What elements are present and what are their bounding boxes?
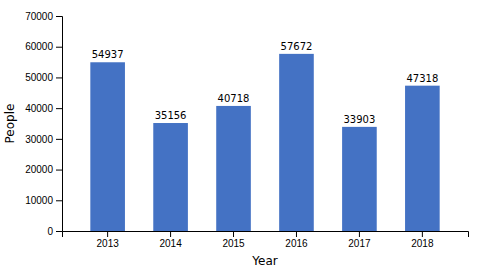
y-tick: 30000 (25, 134, 62, 145)
y-tick: 50000 (25, 72, 62, 83)
y-tick-mark (56, 200, 62, 201)
x-axis-title: Year (251, 254, 277, 268)
y-tick-mark (56, 47, 62, 48)
y-axis-title: People (3, 104, 17, 144)
x-tick-mark (107, 231, 108, 237)
x-tick-label: 2013 (97, 238, 120, 249)
x-tick: 2015 (222, 231, 245, 249)
y-tick-label: 30000 (25, 134, 53, 145)
chart: 0 10000 20000 30000 40000 50000 60000 70000 2013… (0, 0, 480, 271)
plot: 0 10000 20000 30000 40000 50000 60000 70000 2013… (25, 11, 468, 249)
y-tick-mark (56, 170, 62, 171)
y-tick-mark (56, 108, 62, 109)
y-tick-label: 50000 (25, 72, 53, 83)
y-tick-mark (56, 139, 62, 140)
y-tick-label: 0 (47, 226, 53, 237)
x-tick: 2018 (411, 231, 434, 249)
y-tick: 60000 (25, 41, 62, 52)
x-tick-label: 2016 (285, 238, 308, 249)
bar (216, 106, 251, 231)
x-tick: 2017 (348, 231, 371, 249)
y-tick: 10000 (25, 195, 62, 206)
y-tick: 40000 (25, 103, 62, 114)
y-tick-mark (56, 77, 62, 78)
bar (153, 123, 188, 231)
x-tick-mark (296, 231, 297, 237)
bar (279, 54, 314, 231)
y-tick-mark (56, 16, 62, 17)
x-tick-label: 2014 (159, 238, 182, 249)
y-tick-mark (56, 231, 62, 232)
x-tick: 2016 (285, 231, 308, 249)
data-label: 47318 (406, 73, 438, 84)
x-tick-label: 2018 (411, 238, 434, 249)
x-axis-line (63, 232, 469, 238)
y-tick-label: 40000 (25, 103, 53, 114)
x-tick-mark (233, 231, 234, 237)
y-tick-label: 10000 (25, 195, 53, 206)
y-tick-label: 70000 (25, 11, 53, 22)
data-label: 54937 (92, 49, 124, 60)
y-tick-label: 60000 (25, 41, 53, 52)
data-labels: 54937 35156 40718 57672 33903 47318 (92, 41, 439, 125)
y-tick: 0 (47, 226, 62, 237)
y-axis-line (56, 17, 63, 232)
data-label: 33903 (344, 114, 376, 125)
x-tick-label: 2015 (222, 238, 245, 249)
y-tick-label: 20000 (25, 164, 53, 175)
data-label: 57672 (281, 41, 313, 52)
data-label: 40718 (218, 93, 250, 104)
y-tick: 20000 (25, 164, 62, 175)
bars (90, 54, 439, 231)
y-axis: 0 10000 20000 30000 40000 50000 60000 70000 (25, 11, 62, 237)
data-label: 35156 (155, 110, 187, 121)
x-tick-mark (170, 231, 171, 237)
x-tick-label: 2017 (348, 238, 371, 249)
x-axis: 2013 2014 2015 2016 2017 2018 (63, 231, 469, 249)
bar (90, 62, 125, 231)
x-tick-mark (422, 231, 423, 237)
bar (405, 86, 440, 231)
x-tick: 2013 (97, 231, 120, 249)
x-tick: 2014 (159, 231, 182, 249)
y-tick: 70000 (25, 11, 62, 22)
x-tick-mark (359, 231, 360, 237)
bar (342, 127, 377, 231)
